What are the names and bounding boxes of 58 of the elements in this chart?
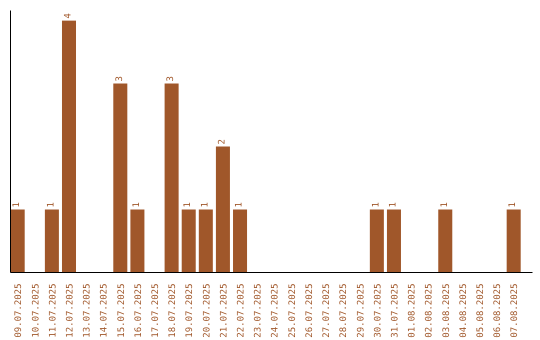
x-tick-label: 30.07.2025: [373, 283, 384, 338]
x-tick-label: 07.08.2025: [510, 283, 520, 338]
bar: [506, 210, 521, 272]
x-tick-label: 03.08.2025: [442, 283, 452, 338]
data-label: 3: [114, 76, 125, 82]
data-label: 3: [166, 76, 176, 82]
data-label: 1: [183, 202, 194, 208]
data-label: 1: [12, 202, 22, 208]
bar: [386, 210, 401, 272]
x-tick-label: 24.07.2025: [270, 283, 281, 338]
x-tick-label: 12.07.2025: [65, 283, 76, 338]
data-label: 1: [440, 202, 450, 208]
bar: [233, 210, 248, 272]
data-label: 1: [234, 202, 245, 208]
x-tick-label: 09.07.2025: [14, 283, 24, 338]
data-label: 1: [46, 202, 56, 208]
x-tick-label: 26.07.2025: [304, 283, 315, 338]
data-label: 1: [371, 202, 382, 208]
bar: [438, 210, 452, 272]
x-tick-label: 01.08.2025: [408, 283, 418, 338]
x-tick-label: 21.07.2025: [219, 283, 230, 338]
x-tick-label: 22.07.2025: [236, 283, 247, 338]
x-tick-label: 06.08.2025: [493, 283, 504, 338]
x-tick-label: 05.08.2025: [476, 283, 486, 338]
x-tick-label: 29.07.2025: [356, 283, 366, 338]
x-tick-label: 25.07.2025: [288, 283, 298, 338]
x-tick-label: 18.07.2025: [168, 283, 178, 338]
x-tick-label: 17.07.2025: [151, 283, 162, 338]
x-tick-label: 16.07.2025: [134, 283, 144, 338]
bar: [130, 210, 144, 272]
x-tick-label: 28.07.2025: [339, 283, 350, 338]
bar: [62, 20, 76, 272]
bar: [198, 210, 213, 272]
x-tick-label: 11.07.2025: [48, 283, 58, 338]
data-label: 1: [132, 202, 142, 208]
data-label: 4: [63, 13, 74, 19]
x-tick-label: 20.07.2025: [202, 283, 212, 338]
data-label: 1: [388, 202, 398, 208]
bar: [10, 210, 25, 272]
x-tick-label: 23.07.2025: [254, 283, 264, 338]
bar: [164, 84, 179, 272]
bar: [113, 84, 128, 272]
x-tick-label: 04.08.2025: [458, 283, 469, 338]
x-tick-label: 27.07.2025: [322, 283, 332, 338]
bar: [182, 210, 196, 272]
bar: [216, 146, 230, 272]
x-tick-label: 31.07.2025: [390, 283, 400, 338]
x-tick-label: 19.07.2025: [185, 283, 196, 338]
x-tick-label: 10.07.2025: [31, 283, 42, 338]
bar: [370, 210, 384, 272]
data-label: 1: [508, 202, 518, 208]
data-label: 2: [217, 139, 228, 145]
bar: [44, 210, 59, 272]
x-tick-label: 13.07.2025: [82, 283, 93, 338]
x-tick-label: 14.07.2025: [100, 283, 110, 338]
x-tick-label: 02.08.2025: [424, 283, 435, 338]
x-tick-label: 15.07.2025: [116, 283, 127, 338]
data-label: 1: [200, 202, 210, 208]
